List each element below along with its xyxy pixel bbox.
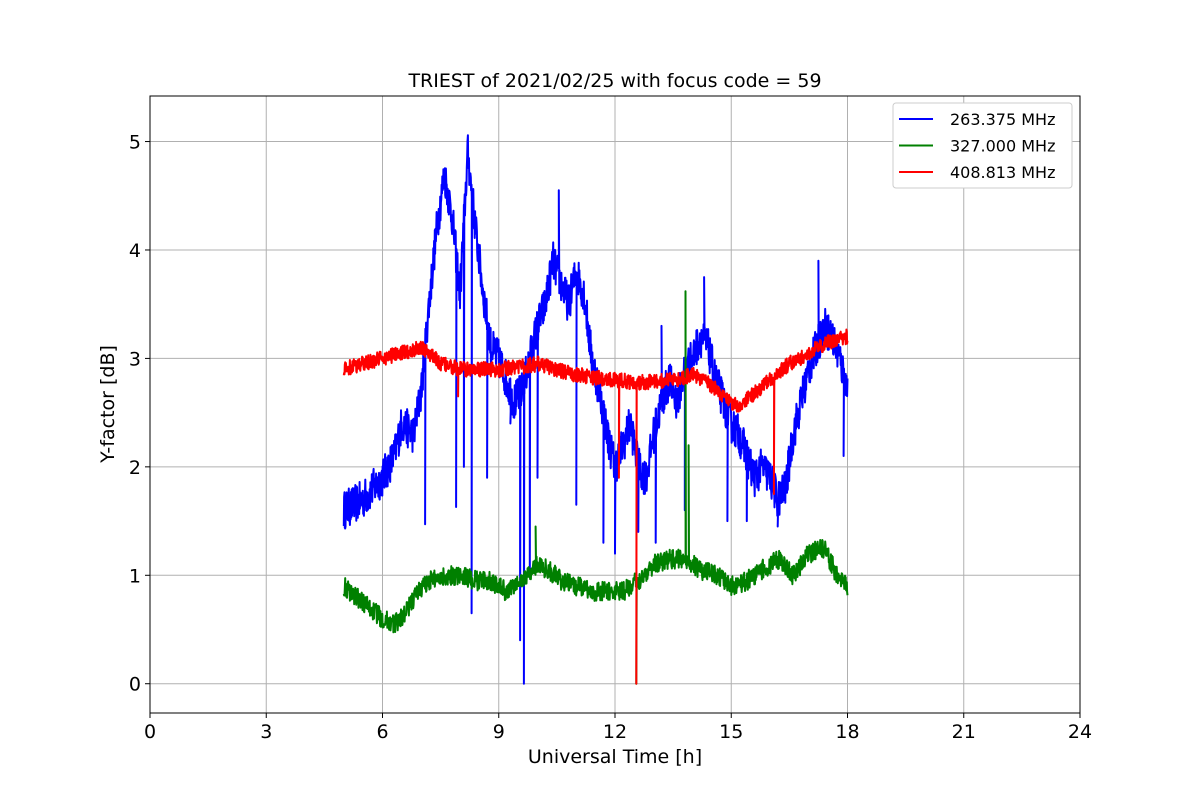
y-tick-label: 0: [129, 674, 141, 696]
x-tick-label: 6: [376, 721, 388, 743]
chart-title: TRIEST of 2021/02/25 with focus code = 5…: [407, 70, 821, 92]
x-tick-label: 3: [260, 721, 272, 743]
x-tick-label: 15: [719, 721, 743, 743]
y-tick-label: 2: [129, 457, 141, 479]
series-layer: [342, 134, 849, 685]
y-tick-label: 1: [129, 565, 141, 587]
legend-label-3: 408.813 MHz: [950, 163, 1055, 182]
legend-label-1: 263.375 MHz: [950, 110, 1055, 129]
series-line-2: [342, 290, 849, 685]
x-axis-ticks: 0 3 6 9 12 15 18 21 24: [144, 713, 1092, 743]
x-tick-label: 0: [144, 721, 156, 743]
legend-label-2: 327.000 MHz: [950, 137, 1055, 156]
y-tick-label: 5: [129, 132, 141, 154]
series-line-1: [342, 134, 849, 685]
y-tick-label: 4: [129, 240, 141, 262]
x-tick-label: 12: [603, 721, 627, 743]
x-tick-label: 9: [493, 721, 505, 743]
y-axis-label: Y-factor [dB]: [97, 345, 119, 464]
series-line-3: [342, 328, 849, 685]
x-tick-label: 18: [835, 721, 859, 743]
legend: 263.375 MHz 327.000 MHz 408.813 MHz: [892, 102, 1073, 189]
grid: [149, 96, 1081, 713]
y-tick-label: 3: [129, 348, 141, 370]
x-axis-label: Universal Time [h]: [528, 746, 702, 768]
legend-box: [892, 102, 1073, 189]
x-tick-label: 21: [952, 721, 976, 743]
y-axis-ticks: 0 1 2 3 4 5: [129, 132, 150, 696]
x-tick-label: 24: [1068, 721, 1092, 743]
